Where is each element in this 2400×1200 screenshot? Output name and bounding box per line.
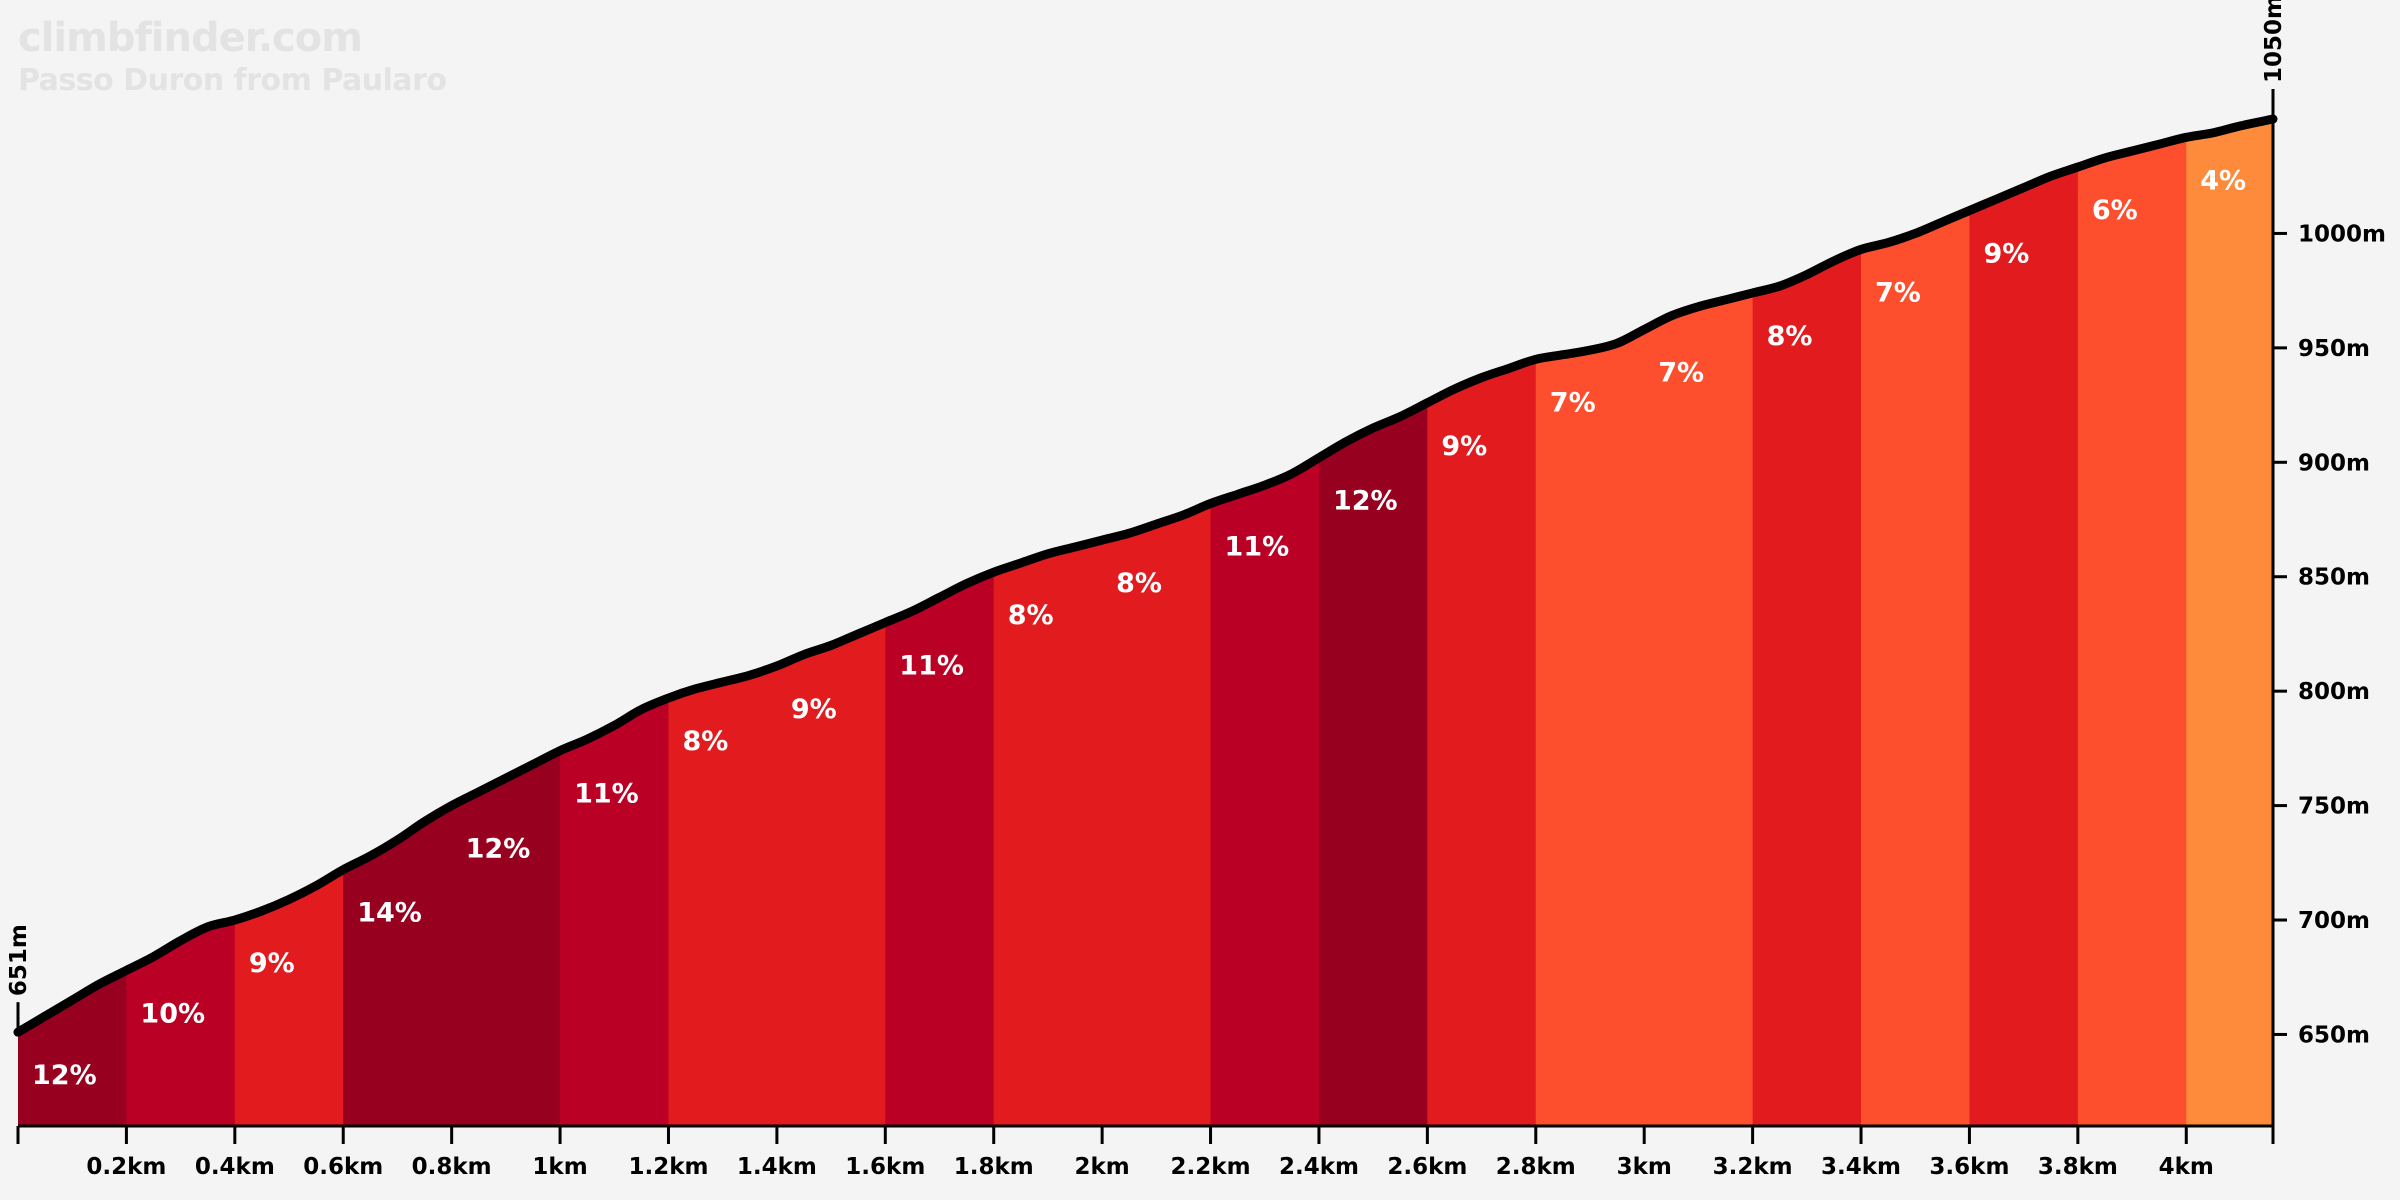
- x-tick-label: 2.4km: [1279, 1154, 1359, 1180]
- grade-label: 6%: [2092, 195, 2138, 226]
- elevation-profile-line: [13, 114, 2278, 1037]
- y-tick-label: 850m: [2298, 565, 2370, 591]
- grade-segment: [2077, 119, 2187, 1126]
- grade-segment: [1210, 119, 1320, 1126]
- brand-site-name: climbfinder.com: [18, 15, 363, 61]
- grade-labels: 12% 10% 9% 14% 12% 11% 8% 9% 11% 8% 8% 11% 12% 9% 7% 7%…: [32, 165, 2246, 1091]
- x-tick-label: 3.4km: [1821, 1154, 1901, 1180]
- grade-label: 4%: [2200, 165, 2246, 196]
- grade-label: 11%: [1225, 531, 1290, 562]
- grade-segments: [18, 119, 2273, 1126]
- grade-segment: [668, 119, 778, 1126]
- y-tick-label: 950m: [2298, 336, 2370, 362]
- grade-label: 9%: [249, 948, 295, 979]
- grade-segment: [451, 119, 561, 1126]
- x-tick-label: 2.2km: [1171, 1154, 1251, 1180]
- grade-label: 9%: [1441, 431, 1487, 462]
- grade-segment: [560, 119, 670, 1126]
- x-tick-label: 3.6km: [1929, 1154, 2009, 1180]
- x-tick-label: 1.8km: [954, 1154, 1034, 1180]
- y-tick-label: 650m: [2298, 1022, 2370, 1048]
- grade-label: 7%: [1658, 358, 1704, 389]
- x-tick-label: 0.6km: [303, 1154, 383, 1180]
- x-tick-label: 3km: [1617, 1154, 1672, 1180]
- grade-segment: [1318, 119, 1428, 1126]
- grade-label: 10%: [140, 998, 205, 1029]
- climb-title: Passo Duron from Paularo: [18, 63, 447, 98]
- grade-label: 8%: [1008, 600, 1054, 631]
- y-tick-label: 900m: [2298, 450, 2370, 476]
- grade-segment: [126, 119, 236, 1126]
- x-tick-label: 0.4km: [195, 1154, 275, 1180]
- grade-label: 11%: [899, 651, 964, 682]
- grade-label: 12%: [1333, 486, 1398, 517]
- grade-label: 9%: [791, 694, 837, 725]
- grade-label: 14%: [357, 898, 422, 929]
- x-tick-label: 2km: [1075, 1154, 1130, 1180]
- grade-label: 7%: [1875, 277, 1921, 308]
- y-tick-label: 700m: [2298, 908, 2370, 934]
- x-tick-label: 0.8km: [412, 1154, 492, 1180]
- grade-segment: [1427, 119, 1537, 1126]
- x-tick-label: 3.2km: [1713, 1154, 1793, 1180]
- start-elevation-label: 651m: [6, 924, 32, 996]
- x-tick-label: 1.2km: [628, 1154, 708, 1180]
- grade-label: 8%: [1767, 321, 1813, 352]
- grade-segment: [776, 119, 886, 1126]
- grade-segment: [2186, 119, 2273, 1126]
- brand-watermark: climbfinder.com Passo Duron from Paularo: [18, 18, 447, 96]
- grade-segment: [343, 119, 453, 1126]
- x-tick-label: 1km: [532, 1154, 587, 1180]
- grade-label: 12%: [32, 1060, 97, 1091]
- x-tick-label: 0.2km: [86, 1154, 166, 1180]
- grade-label: 7%: [1550, 387, 1596, 418]
- grade-segment: [1102, 119, 1212, 1126]
- grade-segment: [1861, 119, 1971, 1126]
- grade-segment: [1644, 119, 1754, 1126]
- x-tick-label: 2.8km: [1496, 1154, 1576, 1180]
- grade-segment: [1969, 119, 2079, 1126]
- axes: 0.2km 0.4km 0.6km 0.8km 1km 1.2km 1.4km 1.6km 1.…: [6, 0, 2386, 1180]
- grade-label: 11%: [574, 779, 639, 810]
- x-tick-label: 3.8km: [2038, 1154, 2118, 1180]
- grade-segment: [1535, 119, 1645, 1126]
- grade-segment: [18, 119, 128, 1126]
- y-tick-label: 800m: [2298, 679, 2370, 705]
- x-tick-label: 1.4km: [737, 1154, 817, 1180]
- grade-label: 9%: [1983, 239, 2029, 270]
- x-tick-label: 2.6km: [1387, 1154, 1467, 1180]
- grade-segment: [1752, 119, 1862, 1126]
- x-tick-label: 1.6km: [845, 1154, 925, 1180]
- x-tick-label: 4km: [2159, 1154, 2214, 1180]
- y-tick-label: 1000m: [2298, 221, 2386, 247]
- grade-label: 12%: [466, 834, 531, 865]
- grade-label: 8%: [1116, 568, 1162, 599]
- y-tick-label: 750m: [2298, 794, 2370, 820]
- end-elevation-label: 1050m: [2261, 0, 2287, 83]
- grade-label: 8%: [682, 726, 728, 757]
- grade-segment: [885, 119, 995, 1126]
